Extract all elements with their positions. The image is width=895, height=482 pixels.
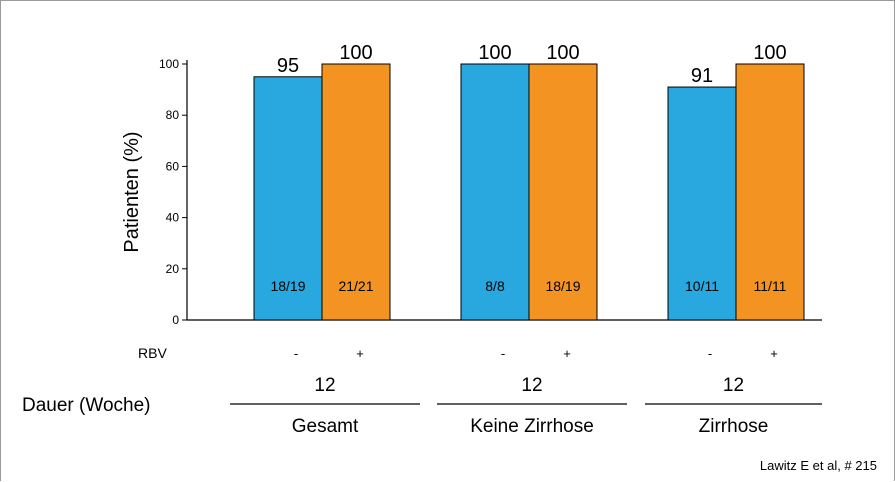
bar-fraction-label: 8/8	[485, 278, 505, 294]
rbv-sign: +	[563, 346, 571, 361]
y-tick-label: 0	[172, 313, 179, 327]
bar-fraction-label: 11/11	[754, 278, 787, 294]
bar-value-label: 91	[691, 65, 713, 87]
bar-fraction-label: 10/11	[685, 278, 719, 294]
rbv-sign: -	[501, 346, 505, 361]
rbv-row-label: RBV	[138, 345, 167, 361]
bar-fraction-label: 21/21	[338, 278, 373, 294]
duration-value: 12	[521, 375, 542, 396]
bar	[460, 63, 530, 321]
bar-fraction-label: 18/19	[545, 278, 580, 294]
bar	[321, 63, 391, 321]
citation: Lawitz E et al, # 215	[760, 458, 877, 473]
bar-value-label: 100	[753, 42, 786, 64]
group-name: Zirrhose	[699, 416, 769, 437]
rbv-sign: +	[356, 346, 364, 361]
duration-label: Dauer (Woche)	[22, 395, 150, 416]
duration-value: 12	[723, 375, 744, 396]
rbv-sign: -	[708, 346, 712, 361]
rbv-sign: +	[770, 346, 778, 361]
y-axis-title: Patienten (%)	[121, 131, 143, 252]
group-name: Keine Zirrhose	[470, 416, 594, 437]
bar	[735, 63, 805, 321]
bar-fraction-label: 18/19	[270, 278, 305, 294]
group-name: Gesamt	[292, 416, 359, 437]
duration-value: 12	[314, 375, 335, 396]
y-tick-label: 40	[166, 211, 180, 225]
bar	[667, 86, 737, 321]
bar-value-label: 100	[478, 42, 511, 64]
y-tick-label: 60	[166, 159, 180, 173]
y-tick-label: 20	[166, 262, 180, 276]
bar-value-label: 100	[339, 42, 372, 64]
y-tick-label: 80	[166, 108, 180, 122]
y-tick-label: 100	[159, 57, 179, 71]
bar-value-label: 100	[546, 42, 579, 64]
bar	[528, 63, 598, 321]
rbv-sign: -	[294, 346, 298, 361]
bar-value-label: 95	[277, 55, 299, 77]
